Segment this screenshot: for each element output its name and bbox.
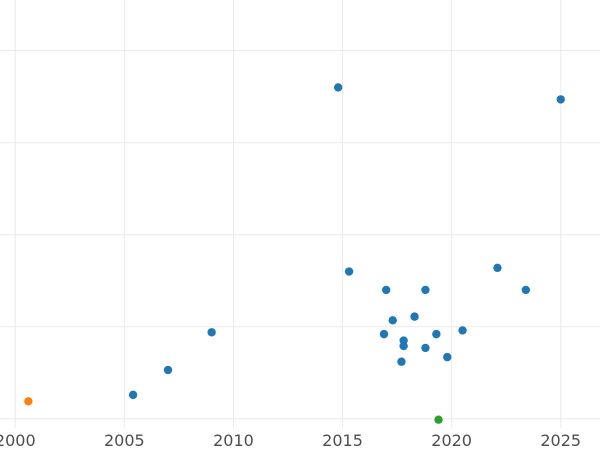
data-point xyxy=(397,357,406,366)
data-point xyxy=(128,390,138,400)
data-point xyxy=(333,83,343,92)
data-point xyxy=(163,365,173,375)
x-tick-label: 2015 xyxy=(322,431,363,450)
data-point xyxy=(207,328,216,337)
x-axis-tick-labels: 2000 2005 2010 2015 2020 2025 xyxy=(0,431,581,450)
data-point xyxy=(493,263,502,273)
data-point xyxy=(344,267,354,276)
data-point xyxy=(443,352,452,362)
data-point xyxy=(434,415,443,424)
data-point xyxy=(421,343,430,353)
data-point xyxy=(388,316,397,325)
data-point xyxy=(521,285,531,295)
data-point xyxy=(379,329,389,339)
x-tick-label: 2020 xyxy=(431,431,472,450)
data-point xyxy=(458,326,467,335)
data-point xyxy=(432,329,441,339)
data-point xyxy=(381,285,391,295)
data-point xyxy=(556,95,565,104)
data-point xyxy=(399,341,408,351)
points-layer xyxy=(24,83,565,424)
x-tick-label: 2005 xyxy=(104,431,145,450)
x-tick-label: 2000 xyxy=(0,431,36,450)
x-tick-label: 2025 xyxy=(540,431,581,450)
data-point xyxy=(24,397,33,406)
x-tick-label: 2010 xyxy=(213,431,254,450)
data-point xyxy=(410,312,419,321)
grid-layer xyxy=(0,0,600,428)
data-point xyxy=(421,285,430,295)
